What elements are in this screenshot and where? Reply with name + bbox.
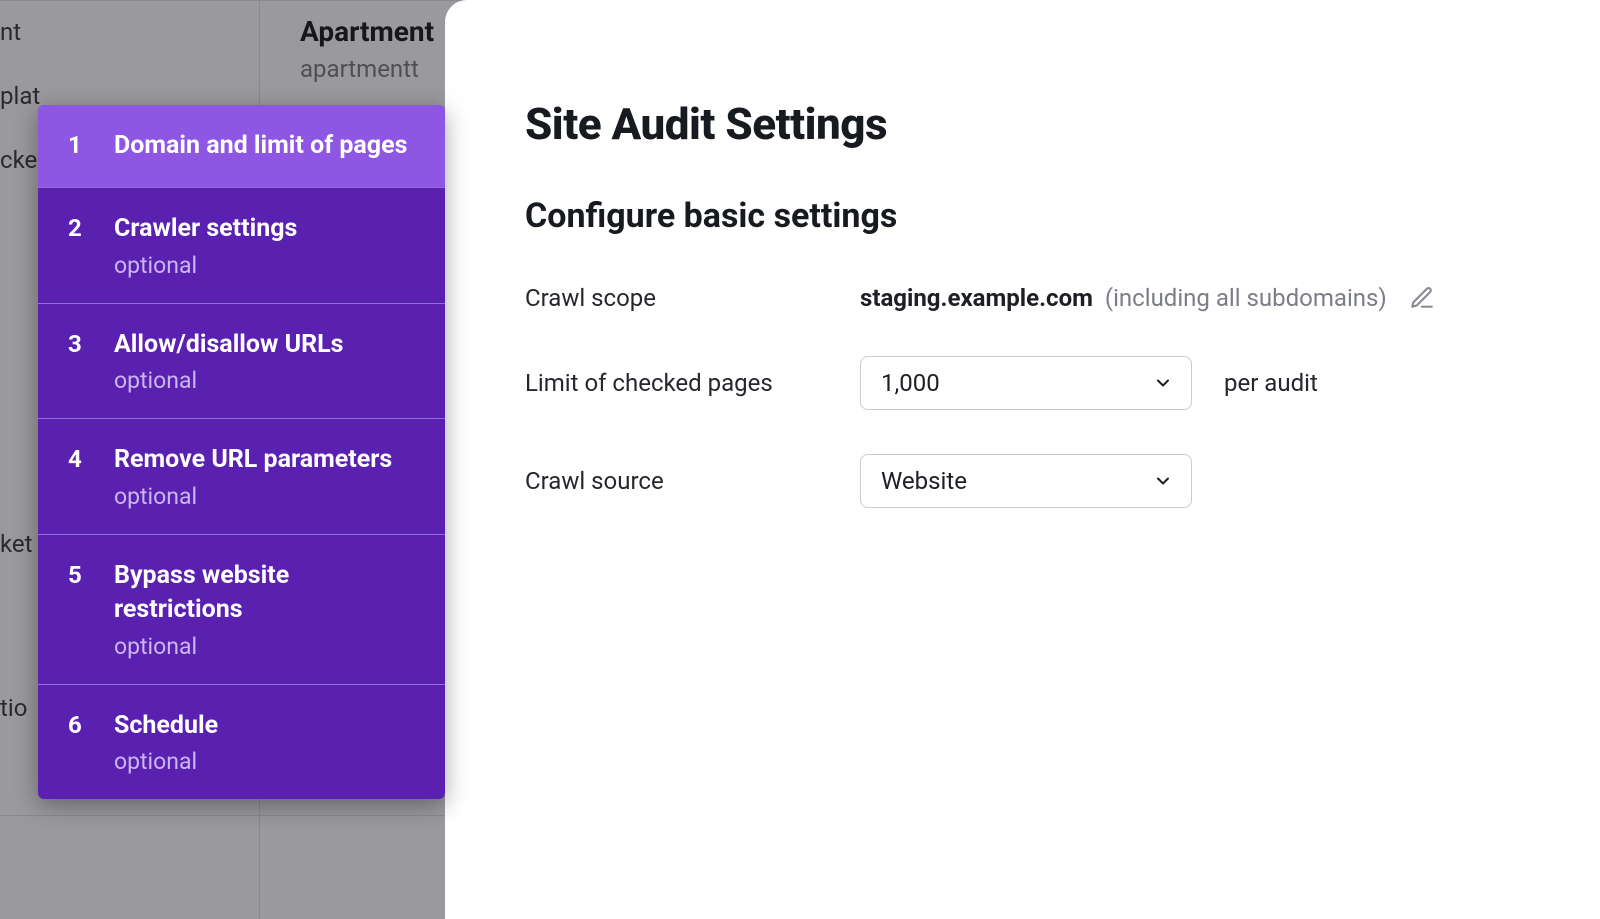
limit-label: Limit of checked pages xyxy=(525,369,860,397)
step-text: Schedule optional xyxy=(114,709,218,776)
step-6[interactable]: 6 Schedule optional xyxy=(38,684,445,800)
crawl-source-select-value: Website xyxy=(881,467,967,495)
step-number: 6 xyxy=(68,709,88,739)
chevron-down-icon xyxy=(1153,471,1173,491)
step-number: 3 xyxy=(68,328,88,358)
crawl-scope-note: (including all subdomains) xyxy=(1105,284,1387,312)
step-5[interactable]: 5 Bypass website restrictions optional xyxy=(38,534,445,684)
step-number: 2 xyxy=(68,212,88,242)
step-optional-label: optional xyxy=(114,252,297,279)
chevron-down-icon xyxy=(1153,373,1173,393)
step-4[interactable]: 4 Remove URL parameters optional xyxy=(38,418,445,534)
step-optional-label: optional xyxy=(114,367,343,394)
step-title: Domain and limit of pages xyxy=(114,129,407,163)
step-text: Allow/disallow URLs optional xyxy=(114,328,343,395)
modal-title: Site Audit Settings xyxy=(525,98,1540,150)
limit-select[interactable]: 1,000 xyxy=(860,356,1192,410)
step-text: Domain and limit of pages xyxy=(114,129,407,163)
row-crawl-source: Crawl source Website xyxy=(525,454,1540,508)
step-1[interactable]: 1 Domain and limit of pages xyxy=(38,105,445,187)
step-optional-label: optional xyxy=(114,748,218,775)
step-optional-label: optional xyxy=(114,483,392,510)
step-title: Schedule xyxy=(114,709,218,743)
step-number: 4 xyxy=(68,443,88,473)
modal-subtitle: Configure basic settings xyxy=(525,196,1540,236)
site-audit-settings-modal: Site Audit Settings Configure basic sett… xyxy=(445,0,1600,919)
settings-steps-sidebar: 1 Domain and limit of pages 2 Crawler setti… xyxy=(38,105,445,799)
step-number: 5 xyxy=(68,559,88,589)
step-title: Bypass website restrictions xyxy=(114,559,417,627)
step-number: 1 xyxy=(68,129,88,159)
step-3[interactable]: 3 Allow/disallow URLs optional xyxy=(38,303,445,419)
step-title: Remove URL parameters xyxy=(114,443,392,477)
step-text: Remove URL parameters optional xyxy=(114,443,392,510)
crawl-scope-label: Crawl scope xyxy=(525,284,860,312)
crawl-source-select[interactable]: Website xyxy=(860,454,1192,508)
crawl-scope-domain: staging.example.com xyxy=(860,284,1093,312)
step-text: Crawler settings optional xyxy=(114,212,297,279)
step-optional-label: optional xyxy=(114,633,417,660)
step-2[interactable]: 2 Crawler settings optional xyxy=(38,187,445,303)
step-text: Bypass website restrictions optional xyxy=(114,559,417,660)
crawl-scope-value: staging.example.com (including all subdo… xyxy=(860,284,1435,312)
limit-select-value: 1,000 xyxy=(881,369,940,397)
limit-suffix: per audit xyxy=(1224,369,1318,397)
row-limit: Limit of checked pages 1,000 per audit xyxy=(525,356,1540,410)
row-crawl-scope: Crawl scope staging.example.com (includi… xyxy=(525,284,1540,312)
step-title: Allow/disallow URLs xyxy=(114,328,343,362)
crawl-source-label: Crawl source xyxy=(525,467,860,495)
edit-crawl-scope-icon[interactable] xyxy=(1409,285,1435,311)
step-title: Crawler settings xyxy=(114,212,297,246)
